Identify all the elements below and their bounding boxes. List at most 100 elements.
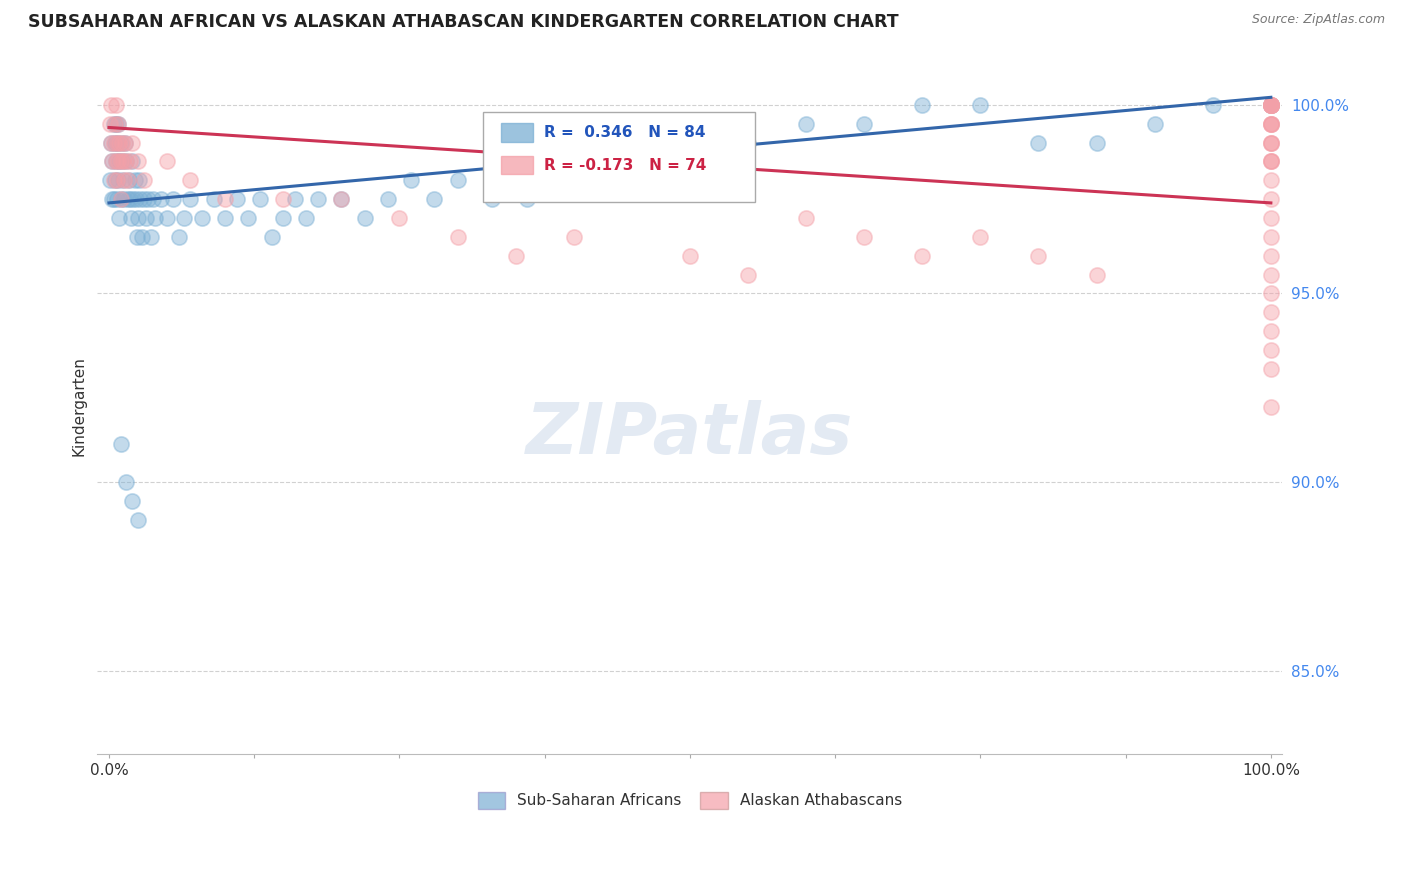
Point [121, 493, 143, 508]
Text: SUBSAHARAN AFRICAN VS ALASKAN ATHABASCAN KINDERGARTEN CORRELATION CHART: SUBSAHARAN AFRICAN VS ALASKAN ATHABASCAN… [28, 13, 898, 31]
Point [103, 117, 125, 131]
Point [111, 154, 134, 169]
Text: R = -0.173   N = 74: R = -0.173 N = 74 [544, 158, 707, 172]
Point [107, 154, 129, 169]
Point [127, 513, 149, 527]
Point [1260, 362, 1282, 376]
Point [112, 173, 135, 187]
Point [105, 136, 128, 150]
Point [104, 136, 127, 150]
Point [138, 192, 160, 206]
Point [104, 173, 127, 187]
Point [108, 136, 131, 150]
Point [156, 154, 179, 169]
Point [105, 136, 128, 150]
Point [104, 98, 127, 112]
Point [127, 211, 149, 225]
Point [1260, 136, 1282, 150]
Point [107, 117, 129, 131]
Point [1260, 98, 1282, 112]
Point [853, 230, 876, 244]
Point [1260, 98, 1282, 112]
Point [104, 117, 127, 131]
Point [98, 173, 121, 187]
Point [110, 192, 132, 206]
Point [1260, 98, 1282, 112]
Point [330, 192, 353, 206]
Point [794, 211, 817, 225]
Point [111, 173, 134, 187]
Point [1260, 173, 1282, 187]
Point [1260, 400, 1282, 414]
Point [1260, 249, 1282, 263]
Point [794, 117, 817, 131]
Point [103, 136, 125, 150]
Point [167, 230, 190, 244]
Point [127, 154, 149, 169]
Point [101, 154, 124, 169]
Point [1143, 117, 1166, 131]
Point [131, 230, 153, 244]
Point [679, 136, 702, 150]
Point [135, 211, 157, 225]
Point [111, 154, 134, 169]
Point [1260, 154, 1282, 169]
Point [1260, 211, 1282, 225]
Point [1202, 98, 1225, 112]
Point [114, 136, 136, 150]
Point [103, 192, 125, 206]
Point [562, 230, 585, 244]
Point [562, 173, 585, 187]
Point [179, 173, 201, 187]
FancyBboxPatch shape [502, 156, 533, 175]
Point [271, 192, 294, 206]
Point [129, 192, 152, 206]
Point [1260, 117, 1282, 131]
Point [1260, 305, 1282, 319]
Point [353, 211, 375, 225]
Point [128, 173, 150, 187]
Point [1260, 117, 1282, 131]
FancyBboxPatch shape [482, 112, 755, 202]
Point [110, 154, 132, 169]
Point [1260, 136, 1282, 150]
Point [969, 98, 991, 112]
Point [118, 173, 141, 187]
Point [249, 192, 271, 206]
Point [1028, 249, 1050, 263]
Point [1260, 98, 1282, 112]
Point [1260, 98, 1282, 112]
Point [1028, 136, 1050, 150]
Point [1260, 98, 1282, 112]
Point [104, 117, 127, 131]
Point [1260, 117, 1282, 131]
Point [115, 475, 138, 489]
Point [139, 230, 162, 244]
Point [145, 211, 167, 225]
Point [162, 192, 184, 206]
Point [423, 192, 446, 206]
Point [1260, 98, 1282, 112]
Point [481, 192, 503, 206]
Point [911, 249, 934, 263]
Point [1260, 192, 1282, 206]
Point [191, 211, 214, 225]
Point [103, 173, 125, 187]
Point [284, 192, 307, 206]
Point [399, 173, 422, 187]
Point [238, 211, 260, 225]
Point [108, 211, 131, 225]
Point [121, 154, 143, 169]
Point [1260, 98, 1282, 112]
Point [132, 173, 155, 187]
Point [118, 192, 141, 206]
Point [307, 192, 329, 206]
Point [120, 211, 142, 225]
Text: Source: ZipAtlas.com: Source: ZipAtlas.com [1251, 13, 1385, 27]
Point [853, 117, 876, 131]
Point [1260, 154, 1282, 169]
Point [100, 136, 122, 150]
Point [132, 192, 155, 206]
Point [104, 154, 127, 169]
Point [1260, 98, 1282, 112]
